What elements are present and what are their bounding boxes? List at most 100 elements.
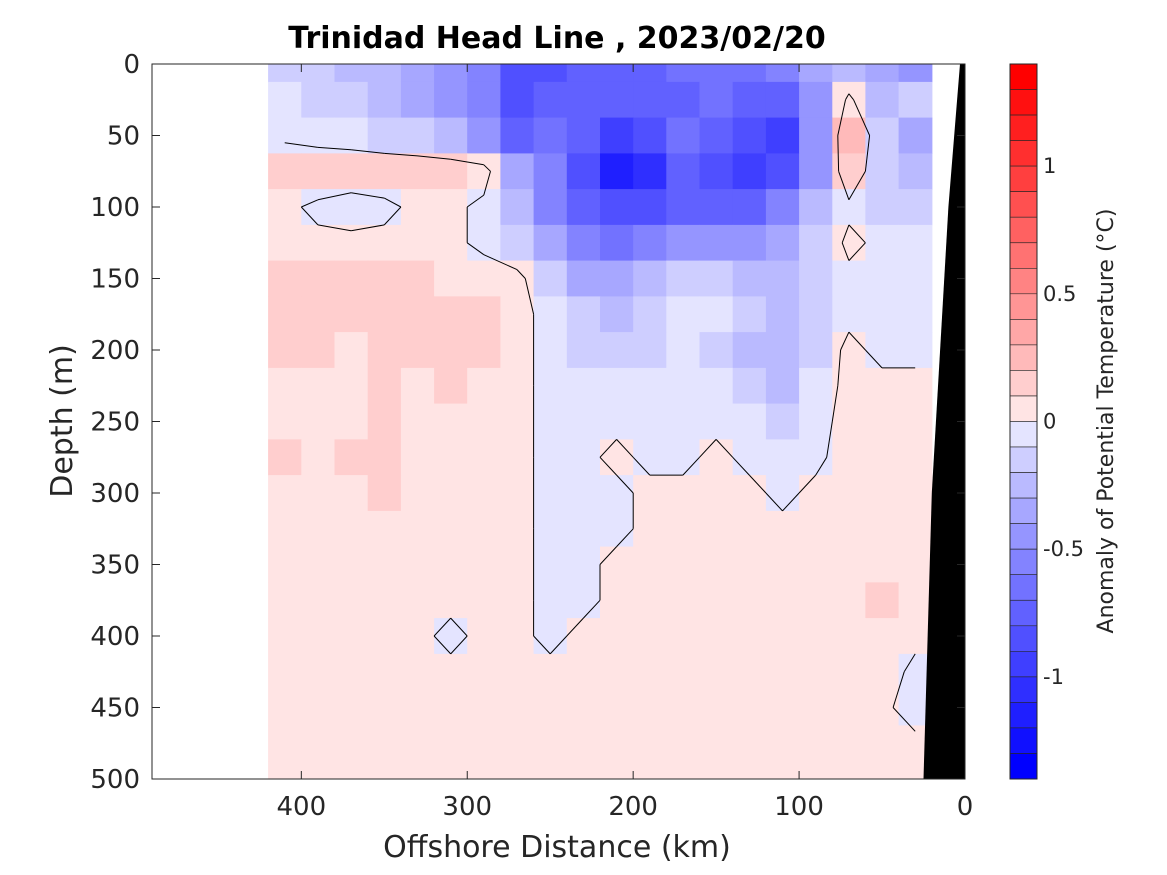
heatmap-cell (865, 189, 900, 226)
heatmap-cell (666, 439, 701, 476)
heatmap-cell (898, 153, 933, 190)
zero-contour-segment (583, 599, 601, 619)
heatmap-cell (699, 475, 734, 512)
heatmap-cell (467, 439, 501, 476)
heatmap-cell (799, 81, 833, 119)
heatmap-cell (600, 403, 634, 440)
heatmap-cell (633, 546, 667, 583)
heatmap-cell (566, 725, 601, 762)
heatmap-cell (400, 117, 435, 154)
heatmap-cell (400, 367, 435, 405)
heatmap-cell (699, 582, 734, 619)
colorbar-band (1009, 191, 1038, 218)
heatmap-cell (832, 403, 867, 440)
heatmap-cell (301, 510, 336, 548)
heatmap-cell (400, 439, 435, 476)
heatmap-cell (301, 761, 336, 779)
heatmap-cell (400, 81, 435, 119)
heatmap-cell (832, 296, 867, 333)
heatmap-cell (566, 224, 601, 262)
heatmap-cell (666, 725, 701, 762)
heatmap-cell (799, 332, 833, 369)
colorbar-band (1009, 599, 1038, 627)
chart-title: Trinidad Head Line , 2023/02/20 (288, 21, 825, 56)
x-tick-label: 300 (442, 792, 492, 822)
heatmap-cell (765, 618, 800, 655)
zero-contour-segment (516, 269, 526, 279)
heatmap-cell (566, 153, 601, 190)
heatmap-cell (533, 618, 568, 655)
zero-contour-segment (848, 224, 866, 244)
heatmap-cell (732, 403, 767, 440)
zero-contour-segment (715, 439, 734, 458)
heatmap-cell (334, 153, 369, 190)
heatmap-cell (633, 367, 667, 405)
colorbar-tick-label: -0.5 (1043, 537, 1084, 561)
heatmap-cell (699, 510, 734, 548)
heatmap-cell (334, 475, 369, 512)
heatmap-cell (301, 260, 336, 297)
colorbar-band (1009, 395, 1038, 422)
zero-contour-segment (798, 474, 817, 494)
heatmap-cell (533, 689, 568, 726)
heatmap-cell (566, 618, 601, 655)
heatmap-cell (367, 403, 402, 440)
heatmap-cell (865, 510, 900, 548)
heatmap-cell (732, 260, 767, 297)
heatmap-cell (600, 439, 634, 476)
heatmap-cell (301, 367, 336, 405)
heatmap-cell (500, 153, 535, 190)
heatmap-cell (732, 618, 767, 655)
zero-contour-segment (616, 528, 634, 547)
heatmap-cell (301, 475, 336, 512)
heatmap-cell (832, 189, 867, 226)
heatmap-cell (600, 725, 634, 762)
heatmap-cell (533, 439, 568, 476)
heatmap-cell (633, 725, 667, 762)
heatmap-cell (865, 260, 900, 297)
heatmap-cell (533, 117, 568, 154)
heatmap-cell (268, 403, 302, 440)
y-tick-label: 450 (90, 694, 140, 724)
heatmap-cell (865, 582, 900, 619)
heatmap-cell (566, 296, 601, 333)
zero-contour-segment (864, 135, 871, 172)
heatmap-cell (732, 510, 767, 548)
heatmap-cell (699, 332, 734, 369)
heatmap-cell (367, 296, 402, 333)
heatmap-cell (268, 296, 302, 333)
heatmap-cell (467, 582, 501, 619)
heatmap-cell (865, 439, 900, 476)
heatmap-cell (832, 64, 867, 83)
heatmap-cell (832, 546, 867, 583)
heatmap-cell (799, 475, 833, 512)
heatmap-cell (898, 367, 933, 405)
heatmap-cell (400, 224, 435, 262)
colorbar-band (1009, 523, 1038, 550)
heatmap-cell (898, 510, 933, 548)
zero-contour-segment (699, 439, 717, 458)
heatmap-cell (400, 403, 435, 440)
heatmap-cell (633, 117, 667, 154)
heatmap-cell (633, 296, 667, 333)
heatmap-cell (633, 81, 667, 119)
colorbar-band (1009, 319, 1038, 346)
zero-contour-segment (351, 224, 385, 232)
zero-contour-segment (748, 474, 767, 494)
heatmap-cell (566, 332, 601, 369)
heatmap-cell (301, 224, 336, 262)
heatmap-cell (666, 189, 701, 226)
heatmap-cell (301, 618, 336, 655)
heatmap-cell (666, 475, 701, 512)
heatmap-cell (334, 367, 369, 405)
heatmap-cell (799, 546, 833, 583)
heatmap-cell (600, 653, 634, 691)
heatmap-cell (500, 403, 535, 440)
heatmap-cell (533, 546, 568, 583)
heatmap-cell (268, 439, 302, 476)
heatmap-cell (301, 725, 336, 762)
heatmap-cell (666, 689, 701, 726)
heatmap-cell (799, 224, 833, 262)
zero-contour-segment (466, 242, 485, 256)
